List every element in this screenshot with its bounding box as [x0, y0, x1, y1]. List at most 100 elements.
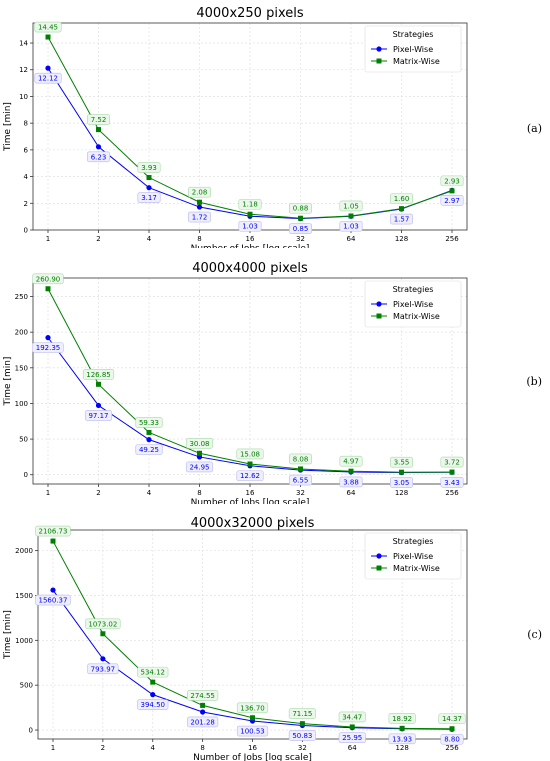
data-label: 12.12: [38, 75, 58, 83]
data-label: 1073.02: [88, 620, 117, 628]
y-tick-label: 2: [24, 200, 28, 208]
x-tick-label: 4: [151, 744, 156, 752]
data-label-box: [35, 594, 71, 606]
data-label-box: [32, 342, 64, 353]
data-label-box: [236, 725, 269, 737]
data-point: [45, 34, 51, 40]
data-label: 30.08: [189, 440, 209, 448]
data-label-box: [185, 437, 214, 449]
data-label-box: [236, 702, 269, 714]
data-label: 1.05: [343, 202, 359, 210]
data-label-box: [135, 444, 163, 455]
legend-entry: Pixel-Wise: [393, 552, 433, 561]
data-label-box: [339, 220, 363, 232]
data-label: 6.23: [91, 153, 107, 161]
data-point: [146, 429, 152, 435]
data-point: [50, 538, 56, 544]
data-label: 3.55: [394, 459, 410, 467]
x-tick-label: 64: [347, 235, 356, 243]
legend-box: [364, 532, 462, 580]
data-label-box: [135, 417, 163, 428]
data-point: [399, 469, 404, 475]
y-tick-label: 0: [29, 727, 33, 735]
x-tick-label: 16: [248, 744, 257, 752]
y-tick-label: 0: [24, 227, 28, 235]
legend-marker: [376, 313, 382, 319]
y-tick-label: 1000: [15, 637, 33, 645]
x-tick-label: 1: [51, 744, 55, 752]
x-axis-label: Number of Jobs [log scale]: [191, 244, 310, 248]
panel-label-c: (c): [527, 628, 542, 641]
data-label: 1560.37: [39, 597, 68, 605]
x-tick-label: 2: [96, 489, 100, 497]
data-label: 50.83: [292, 732, 312, 740]
data-label: 6.55: [293, 477, 309, 485]
data-label: 15.08: [240, 450, 260, 458]
data-label: 136.70: [240, 704, 265, 712]
data-label-box: [137, 162, 161, 173]
chart-panel-a: 1 2 4 8 16 32 64 128 256 0 2 4 6 8 10 12 14 4000x250 pixe…: [0, 0, 550, 248]
data-point: [348, 213, 354, 219]
data-point: [200, 702, 206, 708]
x-tick-label: 128: [395, 744, 408, 752]
data-label-box: [440, 733, 464, 745]
data-label: 7.52: [91, 116, 107, 124]
data-label: 25.95: [342, 734, 362, 742]
data-label-box: [288, 223, 312, 234]
legend-box: [364, 280, 462, 328]
legend-title: Strategies: [393, 537, 434, 546]
data-point: [349, 724, 355, 730]
data-label-box: [85, 618, 121, 630]
x-tick-label: 64: [347, 489, 356, 497]
data-point: [150, 679, 156, 685]
data-point: [298, 215, 303, 221]
data-label-box: [440, 195, 464, 206]
x-tick-label: 64: [348, 744, 357, 752]
legend-marker: [376, 553, 382, 559]
data-label: 1.60: [394, 195, 410, 203]
y-tick-label: 6: [24, 146, 29, 154]
data-point: [50, 587, 56, 593]
legend-entry: Pixel-Wise: [393, 45, 433, 54]
data-point: [247, 211, 253, 217]
y-tick-label: 200: [15, 329, 28, 337]
x-tick-label: 128: [395, 489, 408, 497]
data-label: 201.28: [190, 718, 215, 726]
data-label: 260.90: [36, 275, 61, 283]
data-point: [95, 144, 102, 150]
data-label: 59.33: [139, 419, 159, 427]
data-point: [100, 656, 106, 662]
data-point: [197, 199, 202, 205]
data-label-box: [288, 453, 312, 465]
data-label-box: [440, 175, 464, 187]
data-label: 1.72: [192, 214, 208, 222]
data-label-box: [137, 666, 169, 678]
data-label-box: [238, 220, 262, 232]
y-axis-label: Time [min]: [3, 610, 13, 660]
data-label: 8.08: [293, 455, 309, 463]
x-axis-label: Number of Jobs [log scale]: [193, 753, 312, 761]
data-label: 100.53: [240, 728, 265, 736]
data-label: 1.03: [343, 223, 359, 231]
data-point: [146, 175, 152, 181]
data-label-box: [188, 211, 212, 223]
y-axis-label: Time [min]: [3, 102, 13, 152]
data-label-box: [339, 455, 363, 467]
x-tick-label: 128: [395, 235, 408, 243]
data-point: [100, 631, 106, 637]
data-point: [247, 461, 253, 467]
data-label-box: [389, 193, 413, 204]
data-label-box: [238, 198, 262, 210]
legend-title: Strategies: [393, 285, 434, 294]
legend-marker: [376, 46, 382, 52]
data-label: 3.93: [141, 164, 157, 172]
y-tick-label: 500: [20, 682, 33, 690]
data-label-box: [440, 456, 464, 468]
data-label-box: [389, 477, 413, 488]
data-point: [399, 206, 404, 212]
data-point: [399, 725, 405, 731]
data-label-box: [388, 713, 416, 724]
x-tick-label: 32: [296, 235, 305, 243]
data-label-box: [82, 369, 115, 380]
